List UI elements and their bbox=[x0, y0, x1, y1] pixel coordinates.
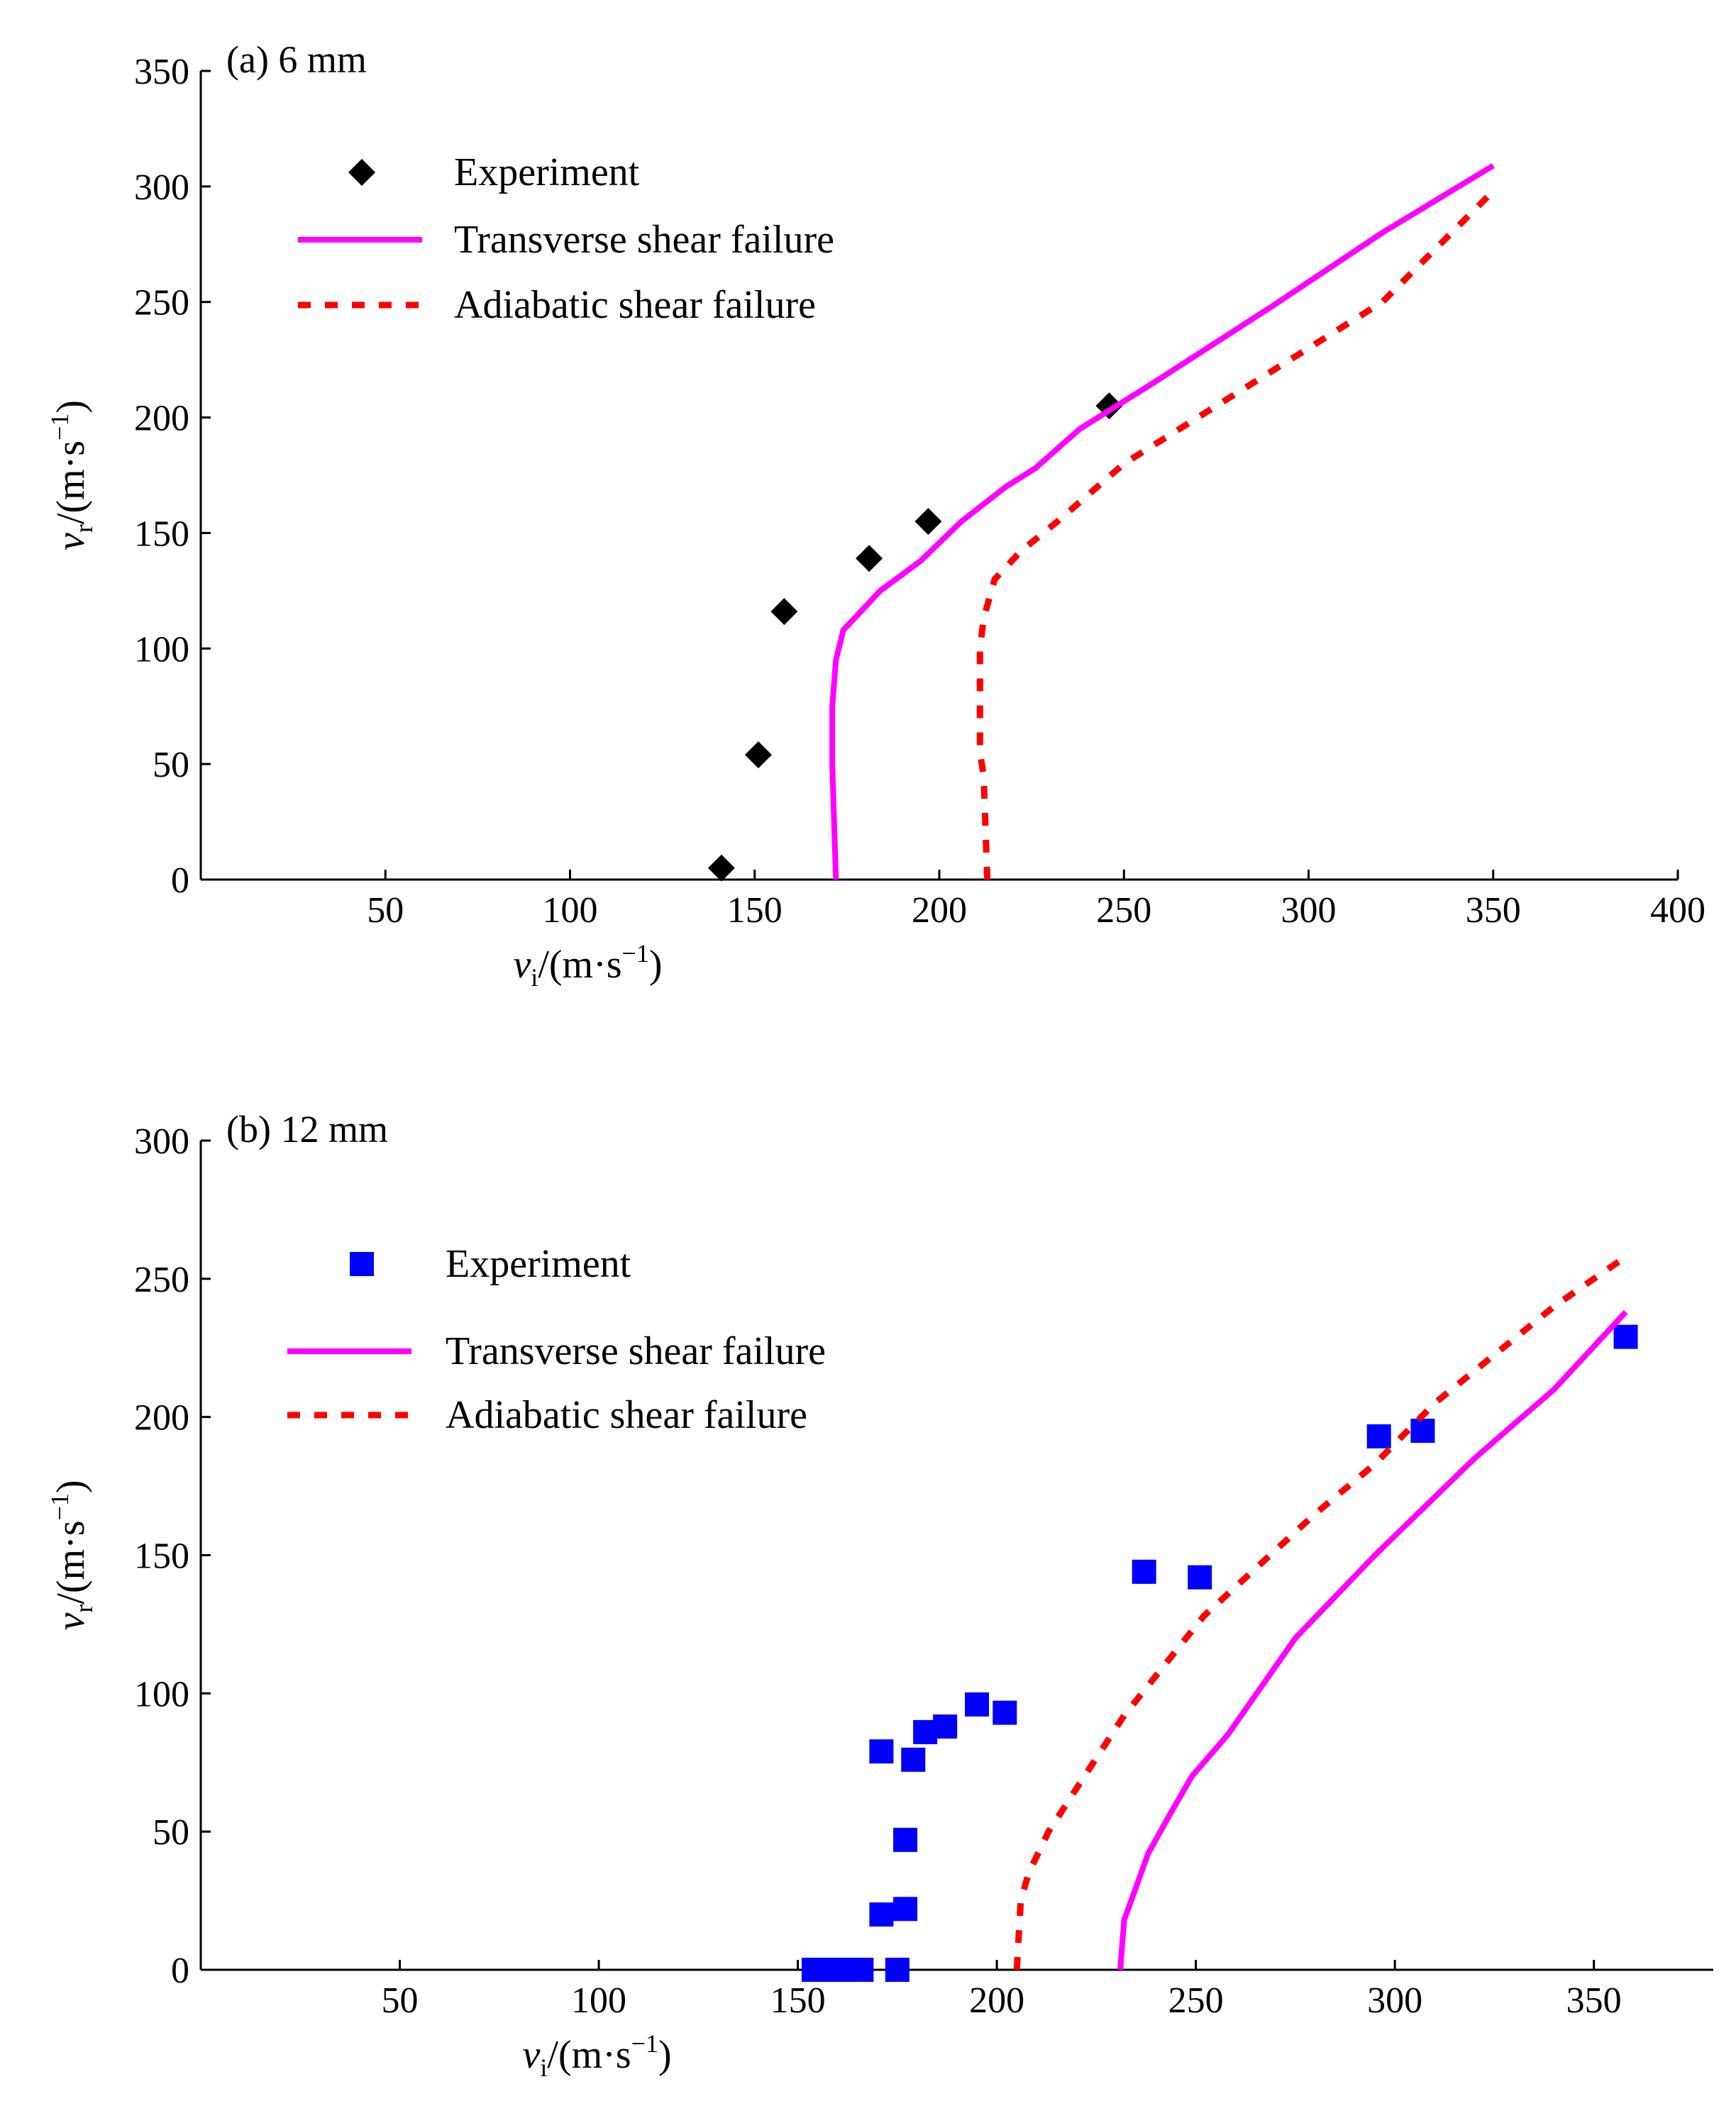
legend-marker bbox=[350, 1252, 374, 1276]
data-point bbox=[869, 1739, 894, 1764]
series-line-2 bbox=[1013, 1254, 1628, 1970]
y-axis-label-unit: /(m·s bbox=[49, 440, 93, 524]
series-line-2 bbox=[976, 189, 1495, 880]
y-axis-label: vr/(m·s−1) bbox=[45, 1480, 98, 1630]
x-tick-label: 350 bbox=[1566, 1980, 1622, 2021]
x-tick-label: 100 bbox=[543, 890, 598, 931]
data-point bbox=[933, 1714, 958, 1739]
x-axis-label-symbol: v bbox=[523, 2033, 541, 2077]
data-point bbox=[993, 1700, 1017, 1725]
x-axis-label-superscript: −1 bbox=[631, 2029, 658, 2058]
data-point bbox=[893, 1827, 918, 1852]
x-axis-label-unit: /(m·s bbox=[538, 943, 621, 987]
y-tick-label: 300 bbox=[134, 1121, 189, 1162]
x-tick-label: 150 bbox=[770, 1980, 826, 2021]
x-axis-label-subscript: i bbox=[531, 963, 538, 992]
data-point bbox=[1132, 1559, 1156, 1584]
data-point bbox=[802, 1958, 826, 1982]
x-tick-label: 150 bbox=[727, 890, 783, 931]
x-tick-label: 50 bbox=[367, 890, 404, 931]
y-tick-label: 350 bbox=[134, 52, 189, 92]
x-tick-label: 50 bbox=[382, 1980, 419, 2021]
y-tick-label: 150 bbox=[134, 1536, 189, 1577]
data-point bbox=[744, 741, 772, 769]
y-tick-label: 50 bbox=[153, 1812, 189, 1853]
legend-label: Transverse shear failure bbox=[446, 1329, 826, 1373]
x-tick-label: 300 bbox=[1281, 890, 1337, 931]
y-axis-label-symbol: v bbox=[49, 533, 93, 550]
y-tick-label: 100 bbox=[134, 1674, 189, 1714]
y-axis-label-superscript: −1 bbox=[45, 1493, 74, 1520]
x-tick-label: 300 bbox=[1367, 1980, 1422, 2021]
x-axis-label: vi/(m·s−1) bbox=[523, 2029, 672, 2082]
series-line-1 bbox=[829, 163, 1495, 880]
legend: Experiment Transverse shear failure Adiaba… bbox=[287, 1242, 826, 1437]
data-point bbox=[1613, 1324, 1638, 1349]
y-tick-label: 200 bbox=[134, 399, 189, 439]
data-point bbox=[914, 508, 942, 536]
data-point bbox=[1366, 1424, 1391, 1448]
data-point bbox=[707, 854, 735, 882]
data-point bbox=[1410, 1419, 1435, 1443]
data-point bbox=[885, 1958, 910, 1982]
legend-label: Experiment bbox=[446, 1242, 631, 1286]
y-axis-label-close: ) bbox=[49, 1480, 93, 1493]
legend-label: Adiabatic shear failure bbox=[454, 283, 816, 327]
x-axis-label-close: ) bbox=[658, 2033, 672, 2077]
y-tick-label: 250 bbox=[134, 283, 189, 323]
data-point bbox=[849, 1958, 874, 1982]
data-point bbox=[901, 1747, 926, 1772]
x-tick-label: 250 bbox=[1096, 890, 1151, 931]
data-point bbox=[770, 598, 798, 626]
x-axis-label: vi/(m·s−1) bbox=[513, 939, 662, 992]
x-tick-label: 200 bbox=[969, 1980, 1024, 2021]
legend-label: Adiabatic shear failure bbox=[446, 1393, 807, 1437]
y-axis-label-subscript: r bbox=[70, 1604, 98, 1613]
series-line-1 bbox=[1117, 1309, 1628, 1970]
x-axis-label-subscript: i bbox=[540, 2053, 547, 2082]
y-tick-label: 50 bbox=[153, 745, 189, 785]
x-tick-label: 100 bbox=[571, 1980, 626, 2021]
y-tick-label: 0 bbox=[171, 860, 189, 901]
data-point bbox=[869, 1902, 894, 1927]
y-tick-label: 100 bbox=[134, 629, 189, 670]
legend-marker bbox=[348, 159, 375, 186]
x-tick-label: 400 bbox=[1650, 890, 1705, 931]
legend: Experiment Transverse shear failure Adiaba… bbox=[298, 150, 834, 327]
y-axis-label-unit: /(m·s bbox=[49, 1520, 93, 1604]
x-axis-label-close: ) bbox=[649, 943, 663, 987]
y-axis-label: vr/(m·s−1) bbox=[45, 400, 98, 550]
legend-label: Transverse shear failure bbox=[454, 218, 834, 262]
x-axis-label-unit: /(m·s bbox=[547, 2033, 631, 2077]
y-axis-label-close: ) bbox=[49, 400, 93, 414]
data-point bbox=[965, 1692, 990, 1717]
y-axis-label-subscript: r bbox=[70, 524, 98, 533]
y-axis-label-symbol: v bbox=[49, 1613, 93, 1631]
y-tick-label: 0 bbox=[171, 1951, 189, 1991]
x-tick-label: 200 bbox=[912, 890, 967, 931]
legend-label: Experiment bbox=[454, 150, 640, 194]
data-point bbox=[893, 1897, 918, 1922]
y-tick-label: 200 bbox=[134, 1398, 189, 1439]
x-tick-label: 250 bbox=[1168, 1980, 1224, 2021]
y-tick-label: 150 bbox=[134, 514, 189, 554]
data-point bbox=[1188, 1565, 1212, 1590]
panel-title: (a) 6 mm bbox=[226, 38, 367, 81]
y-tick-label: 300 bbox=[134, 167, 189, 208]
x-axis-label-symbol: v bbox=[513, 943, 531, 987]
data-point bbox=[856, 545, 883, 572]
chart-panel-b: 50 100 150 200 250 300 350 0 50 100 150 200 250 300 (b… bbox=[45, 1108, 1713, 2082]
x-tick-label: 350 bbox=[1466, 890, 1521, 931]
x-axis-label-superscript: −1 bbox=[622, 939, 649, 968]
panel-title: (b) 12 mm bbox=[226, 1108, 388, 1151]
y-axis-label-superscript: −1 bbox=[45, 414, 74, 440]
y-tick-label: 250 bbox=[134, 1260, 189, 1300]
chart-panel-a: 50 100 150 200 250 300 350 400 0 50 100 150 200 250 30… bbox=[45, 38, 1705, 992]
